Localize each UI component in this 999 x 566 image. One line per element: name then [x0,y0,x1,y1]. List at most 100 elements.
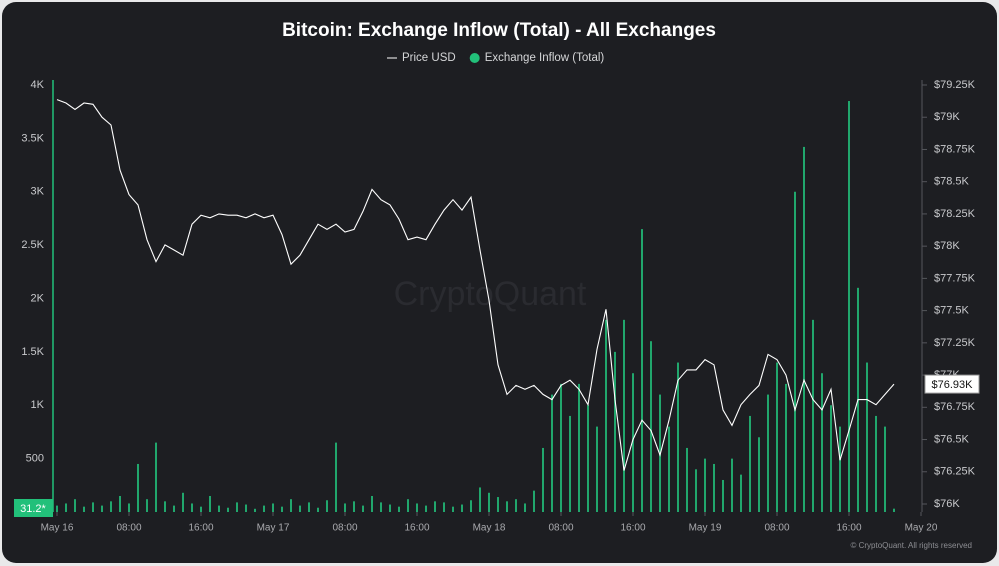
y2-tick-label: $76.75K [934,401,976,413]
x-tick-label: May 17 [257,523,290,534]
x-tick-label: May 19 [689,523,722,534]
bar [524,503,526,512]
bar [479,487,481,512]
bar [74,499,76,512]
bar [830,405,832,512]
bar [803,146,805,513]
bar [101,505,103,512]
y-tick-label: 1.5K [21,346,44,358]
bar [731,458,733,512]
bar [389,504,391,512]
bar [218,505,220,512]
bar [263,505,265,512]
bar [506,501,508,512]
chart-title: Bitcoin: Exchange Inflow (Total) - All E… [282,20,716,41]
bar [173,505,175,512]
current-price-label: $76.93K [932,379,974,391]
bar [83,506,85,512]
y-tick-label: 4K [31,79,45,91]
y2-tick-label: $76.25K [934,466,976,478]
bar [371,495,373,512]
bar [434,501,436,512]
bar [821,373,823,512]
bar [137,463,139,512]
bar [299,505,301,512]
bar [488,492,490,512]
bar [146,499,148,512]
y-tick-label: 2K [31,292,45,304]
x-tick-label: 16:00 [404,523,429,534]
x-tick-label: 16:00 [620,523,645,534]
y2-tick-label: $77.5K [934,305,970,317]
bar [785,383,787,512]
y2-tick-label: $78.25K [934,208,976,220]
bar [227,507,229,512]
bar [452,506,454,512]
bar [236,502,238,512]
bar [317,507,319,512]
bar [758,437,760,512]
bar [164,501,166,512]
bar [281,506,283,512]
price-line [56,99,895,471]
x-tick-label: May 18 [473,523,506,534]
bar [839,426,841,512]
x-tick-label: 08:00 [548,523,573,534]
bar [722,479,724,512]
bar [704,458,706,512]
y2-tick-label: $76.5K [934,433,970,445]
bar [65,503,67,512]
bar [254,508,256,512]
x-tick-label: May 20 [905,523,938,534]
bar [272,503,274,512]
bar [848,101,850,512]
bar [560,383,562,512]
bar [632,373,634,512]
bar [110,501,112,512]
bar [515,499,517,512]
bar [533,490,535,512]
bar [740,474,742,512]
y-tick-label: 1K [31,399,45,411]
x-tick-label: 16:00 [188,523,213,534]
legend-swatch [469,53,480,63]
bar [749,415,751,512]
bar [551,394,553,512]
bar [245,504,247,512]
y2-tick-label: $78K [934,240,960,252]
bar [686,447,688,512]
bar [596,426,598,512]
bar [623,319,625,512]
bar [650,341,652,512]
bar [875,415,877,512]
bar [884,426,886,512]
bar [668,426,670,512]
current-inflow-box [14,499,53,517]
bar [398,506,400,512]
bar [200,506,202,512]
x-tick-label: May 16 [41,523,74,534]
current-price-box [924,374,980,394]
bar [191,503,193,512]
bar [812,319,814,512]
x-tick-label: 08:00 [116,523,141,534]
y-tick-label: 3K [31,186,45,198]
bar [155,442,157,512]
bar [677,362,679,512]
bar [605,319,607,512]
current-inflow-label: 31.2* [20,503,46,515]
y-tick-label: 500 [26,453,44,465]
bar [713,463,715,512]
bars [56,101,895,513]
y2-tick-label: $78.75K [934,143,976,155]
y2-tick-label: $77.75K [934,272,976,284]
y2-tick-label: $78.5K [934,176,970,188]
bar [695,469,697,512]
bar [128,503,130,512]
bar [587,405,589,512]
bar [569,415,571,512]
bar [335,442,337,512]
bar [380,502,382,512]
